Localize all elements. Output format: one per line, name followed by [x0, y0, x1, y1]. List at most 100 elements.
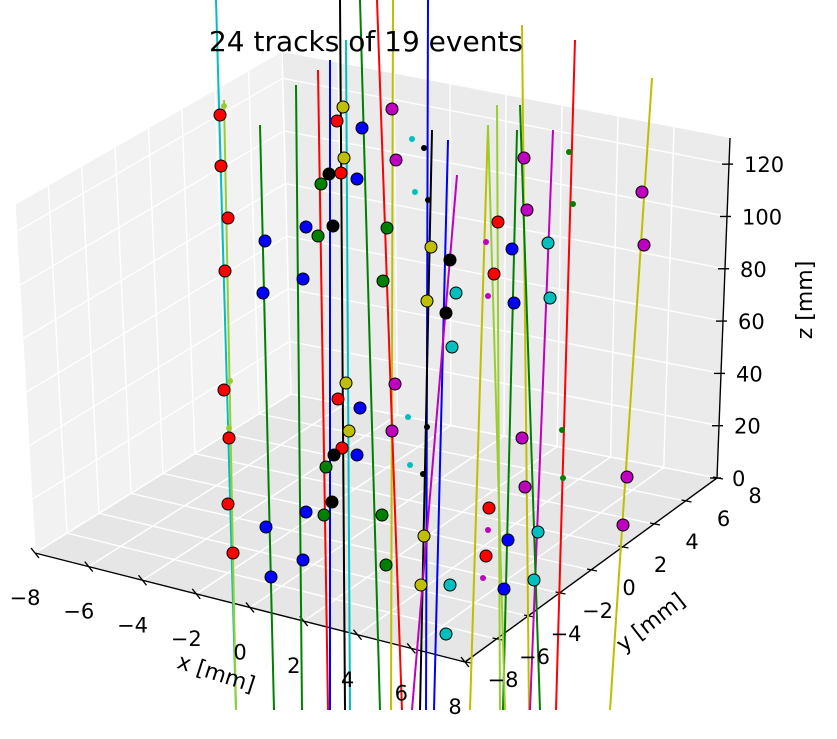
hit-point [417, 529, 431, 543]
hit-point [518, 480, 532, 494]
hit-point [527, 573, 541, 587]
hit-point [424, 424, 430, 430]
hit-point [491, 215, 505, 229]
hit-points [213, 100, 651, 641]
hit-point [331, 392, 345, 406]
hit-point [487, 267, 501, 281]
hit-point [221, 211, 235, 225]
hit-point [326, 219, 340, 233]
hit-point [337, 151, 351, 165]
hit-point [350, 172, 364, 186]
hit-point [327, 448, 341, 462]
hit-point [570, 201, 576, 207]
hit-point [376, 274, 390, 288]
hit-point [385, 424, 399, 438]
hit-point [330, 114, 344, 128]
hit-point [227, 378, 233, 384]
hit-point [334, 166, 348, 180]
hit-point [443, 253, 457, 267]
hit-point [314, 177, 328, 191]
y-tick-label: 4 [685, 530, 698, 554]
hit-point [342, 424, 356, 438]
track-line [295, 84, 303, 711]
hit-point [497, 582, 511, 596]
hit-point [439, 627, 453, 641]
hit-point [531, 525, 545, 539]
hit-point [258, 234, 272, 248]
tick-marks [30, 163, 733, 668]
y-tick-label: 0 [622, 576, 635, 600]
hit-point [483, 239, 489, 245]
z-tick-label: 100 [742, 205, 782, 229]
track-line [390, 0, 394, 711]
track-line [345, 39, 351, 711]
hit-point [515, 431, 529, 445]
hit-point [296, 553, 310, 567]
hit-point [311, 229, 325, 243]
z-tick-label: 120 [744, 153, 784, 177]
hit-point [218, 264, 232, 278]
hit-point [222, 431, 236, 445]
hit-point [421, 145, 427, 151]
hit-point [443, 578, 457, 592]
hit-point [405, 414, 411, 420]
hit-point [379, 558, 393, 572]
hit-point [505, 242, 519, 256]
hit-point [520, 203, 534, 217]
hit-point [355, 121, 369, 135]
hit-point [616, 518, 630, 532]
hit-point [620, 470, 634, 484]
track-line [487, 124, 506, 711]
hit-point [541, 236, 555, 250]
hit-point [319, 460, 333, 474]
track-line [376, 0, 403, 711]
hit-point [480, 575, 486, 581]
y-tick-label: 6 [717, 507, 730, 531]
hit-point [507, 296, 521, 310]
hit-point [439, 306, 453, 320]
track-line [317, 69, 329, 711]
hit-point [412, 189, 418, 195]
hit-point [566, 149, 572, 155]
hit-point [221, 103, 227, 109]
track-line [469, 124, 489, 711]
z-tick-label: 60 [738, 310, 765, 334]
track-line [419, 129, 433, 711]
hit-point [637, 238, 651, 252]
hit-point [449, 286, 463, 300]
track-line [609, 77, 653, 711]
hit-point [299, 505, 313, 519]
z-axis-line [716, 137, 731, 479]
hit-point [420, 294, 434, 308]
z-tick-label: 80 [740, 258, 767, 282]
hit-point [213, 108, 227, 122]
hit-point [485, 527, 491, 533]
hit-point [414, 578, 428, 592]
track-line [359, 0, 381, 711]
hit-point [221, 497, 235, 511]
hit-point [388, 377, 402, 391]
hit-point [299, 220, 313, 234]
hit-point [445, 340, 459, 354]
y-tick-label: 2 [654, 553, 667, 577]
hit-point [325, 495, 339, 509]
hit-point [543, 291, 557, 305]
x-tick-label: 8 [448, 695, 461, 719]
hit-point [559, 427, 565, 433]
z-tick-label: 40 [736, 362, 763, 386]
x-tick-label: 0 [233, 641, 246, 665]
hit-point [375, 508, 389, 522]
hit-point [479, 549, 493, 563]
hit-point [336, 100, 350, 114]
hit-point [226, 425, 232, 431]
hit-point [226, 546, 240, 560]
track-line [259, 124, 275, 711]
hit-point [380, 221, 394, 235]
hit-point [425, 197, 431, 203]
z-tick-labels: 0 20 40 60 80 100 120 [732, 153, 784, 491]
hit-point [389, 153, 403, 167]
z-tick-label: 20 [734, 415, 761, 439]
hit-point [296, 272, 310, 286]
hit-point [259, 520, 273, 534]
